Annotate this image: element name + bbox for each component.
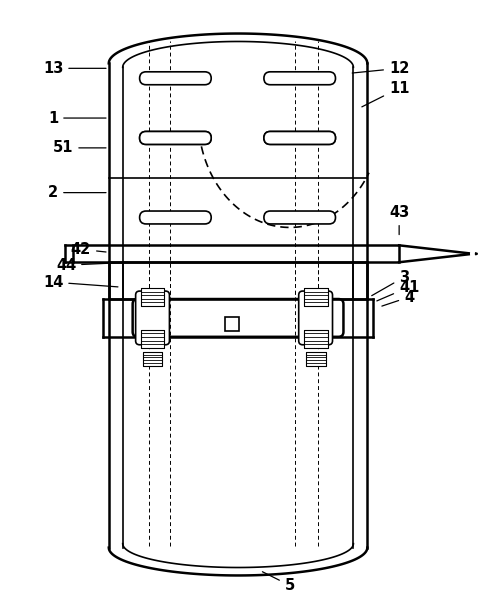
Bar (143, 351, 163, 365)
Text: 42: 42 (71, 242, 106, 257)
Text: 1: 1 (48, 110, 106, 126)
Text: 4: 4 (382, 290, 414, 306)
Text: 2: 2 (48, 185, 106, 200)
Text: 11: 11 (362, 81, 410, 107)
Bar (304, 288, 328, 306)
Text: 13: 13 (43, 61, 106, 76)
Text: 43: 43 (389, 205, 409, 234)
FancyBboxPatch shape (264, 132, 335, 144)
FancyBboxPatch shape (264, 211, 335, 224)
Bar (306, 351, 326, 365)
Text: 3: 3 (371, 270, 409, 296)
Bar (141, 330, 165, 348)
FancyBboxPatch shape (140, 211, 211, 224)
Text: 41: 41 (377, 280, 419, 301)
Text: 44: 44 (56, 258, 128, 273)
Bar (225, 317, 239, 331)
Text: 5: 5 (262, 572, 295, 593)
FancyBboxPatch shape (264, 72, 335, 85)
Bar (141, 288, 165, 306)
FancyBboxPatch shape (264, 132, 335, 144)
Bar (304, 330, 328, 348)
FancyBboxPatch shape (136, 291, 169, 345)
FancyBboxPatch shape (140, 72, 211, 85)
FancyBboxPatch shape (140, 132, 211, 144)
Text: 12: 12 (352, 61, 410, 76)
FancyBboxPatch shape (299, 291, 332, 345)
FancyBboxPatch shape (140, 132, 211, 144)
FancyBboxPatch shape (133, 299, 343, 337)
Text: 14: 14 (43, 274, 118, 290)
Text: 51: 51 (53, 140, 106, 155)
Bar (73, 245, 399, 262)
